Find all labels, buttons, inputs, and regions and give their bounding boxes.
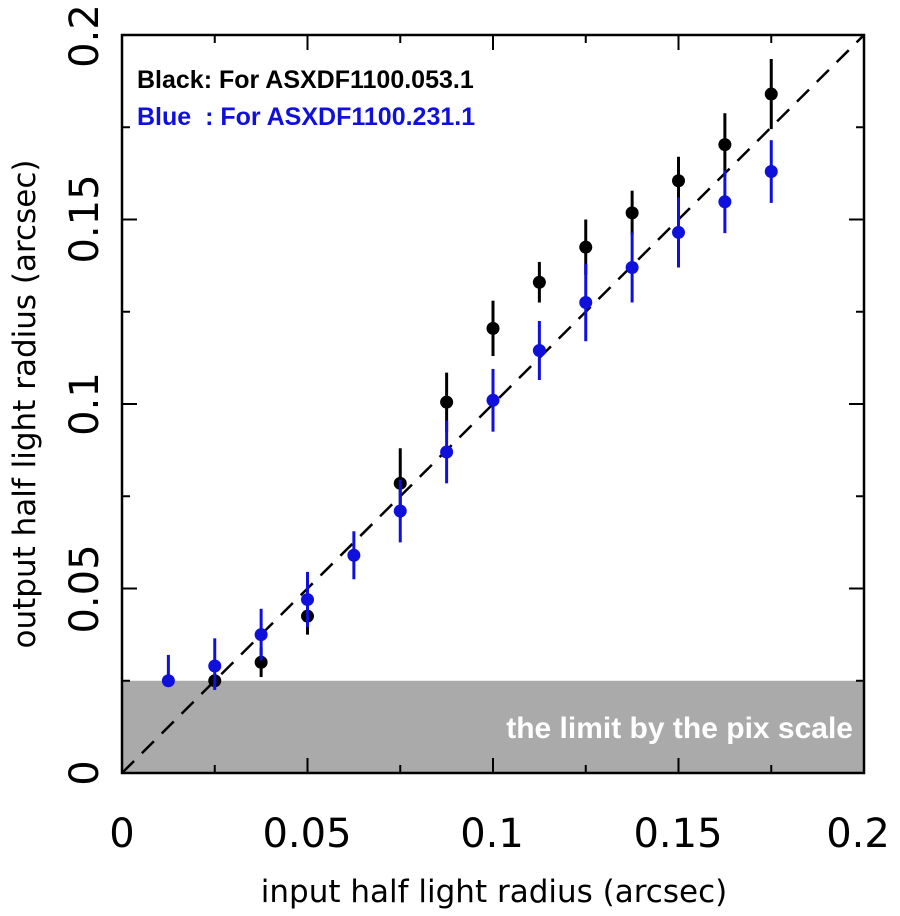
data-point-blue-7 [486, 393, 500, 407]
y-tick-1: 0.05 [62, 544, 108, 633]
data-point-blue-10 [625, 260, 639, 274]
legend-blue: Blue : For ASXDF1100.231.1 [137, 103, 475, 131]
data-point-blue-3 [301, 593, 314, 607]
x-tick-0: 0 [109, 811, 134, 857]
data-point-black-8 [625, 206, 639, 220]
data-point-blue-13 [764, 165, 778, 179]
data-point-blue-0 [161, 674, 175, 688]
y-tick-0: 0 [62, 760, 108, 785]
y-tick-4: 0.2 [62, 4, 108, 68]
one-to-one-line [121, 34, 865, 774]
limit-region-label: the limit by the pix scale [506, 712, 853, 745]
x-tick-2: 0.1 [460, 811, 524, 857]
data-point-black-10 [718, 138, 732, 152]
limit-region [122, 680, 864, 773]
y-axis-title: output half light radius (arcsec) [7, 160, 43, 649]
data-point-black-5 [486, 321, 500, 335]
y-tick-3: 0.15 [62, 174, 108, 263]
data-point-blue-11 [672, 225, 685, 239]
series-blue [161, 140, 778, 690]
data-point-blue-4 [347, 548, 361, 562]
legend-black: Black: For ASXDF1100.053.1 [137, 66, 474, 94]
x-axis-title: input half light radius (arcsec) [261, 874, 727, 910]
x-tick-4: 0.2 [826, 811, 890, 857]
data-point-black-4 [440, 395, 454, 409]
data-point-blue-1 [208, 659, 222, 673]
data-point-blue-2 [254, 628, 268, 642]
data-point-blue-6 [440, 445, 454, 459]
x-tick-3: 0.15 [633, 811, 722, 857]
data-point-black-7 [579, 240, 593, 254]
x-tick-1: 0.05 [262, 811, 351, 857]
y-tick-2: 0.1 [62, 372, 108, 436]
data-point-black-11 [764, 87, 778, 101]
data-point-blue-12 [718, 195, 732, 209]
data-point-black-9 [672, 174, 685, 188]
data-point-black-6 [532, 275, 546, 289]
data-point-blue-8 [532, 343, 546, 357]
data-point-black-1 [254, 655, 268, 669]
data-point-blue-5 [393, 504, 407, 518]
data-point-blue-9 [579, 296, 593, 310]
